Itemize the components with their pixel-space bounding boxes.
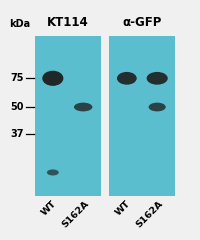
Text: 37: 37 — [10, 129, 24, 139]
Ellipse shape — [47, 169, 59, 175]
Ellipse shape — [74, 103, 92, 111]
Text: kDa: kDa — [9, 19, 30, 29]
Text: 50: 50 — [10, 102, 24, 112]
Bar — [35, 36, 101, 196]
Text: WT: WT — [39, 199, 58, 218]
Ellipse shape — [147, 72, 168, 85]
Ellipse shape — [149, 103, 166, 111]
Ellipse shape — [42, 71, 63, 86]
Text: KT114: KT114 — [47, 16, 89, 29]
Bar — [109, 36, 175, 196]
Text: WT: WT — [113, 199, 132, 218]
Text: α-GFP: α-GFP — [122, 16, 162, 29]
Text: S162A: S162A — [134, 199, 165, 230]
Text: S162A: S162A — [60, 199, 91, 230]
Text: 75: 75 — [10, 73, 24, 83]
Ellipse shape — [117, 72, 137, 85]
